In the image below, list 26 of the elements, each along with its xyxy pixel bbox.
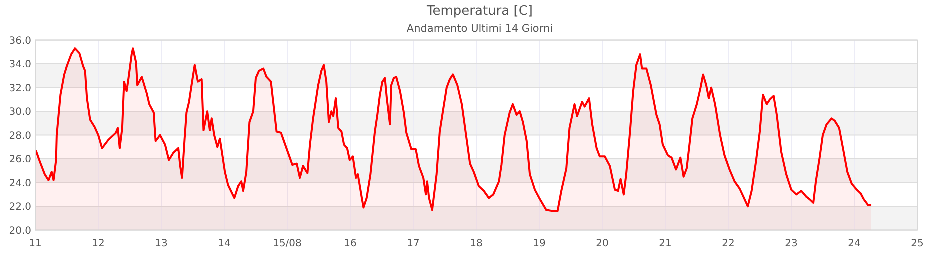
x-tick-label: 13 (155, 238, 168, 250)
y-tick-label: 22.0 (9, 202, 32, 214)
x-tick-label: 18 (470, 238, 483, 250)
x-tick-label: 22 (722, 238, 735, 250)
x-tick-label: 15/08 (273, 238, 302, 250)
chart-title: Temperatura [C] (426, 4, 533, 19)
y-tick-label: 28.0 (9, 130, 32, 142)
y-tick-label: 24.0 (9, 178, 32, 190)
y-tick-label: 34.0 (9, 60, 32, 71)
y-tick-label: 32.0 (9, 83, 32, 94)
x-tick-label: 21 (659, 238, 672, 250)
x-tick-label: 20 (596, 238, 609, 250)
x-tick-label: 16 (344, 238, 357, 250)
chart-subtitle: Andamento Ultimi 14 Giorni (406, 23, 554, 35)
x-tick-label: 19 (533, 238, 546, 250)
x-tick-label: 23 (785, 238, 798, 250)
x-tick-label: 25 (911, 238, 924, 250)
y-tick-label: 30.0 (9, 107, 32, 118)
x-tick-label: 24 (848, 238, 861, 250)
x-tick-label: 17 (407, 238, 420, 250)
x-tick-label: 14 (218, 238, 231, 250)
x-tick-label: 11 (29, 238, 42, 250)
y-tick-label: 20.0 (9, 226, 32, 237)
x-tick-label: 12 (92, 238, 105, 250)
y-tick-label: 26.0 (9, 154, 32, 166)
y-tick-label: 36.0 (9, 36, 32, 47)
